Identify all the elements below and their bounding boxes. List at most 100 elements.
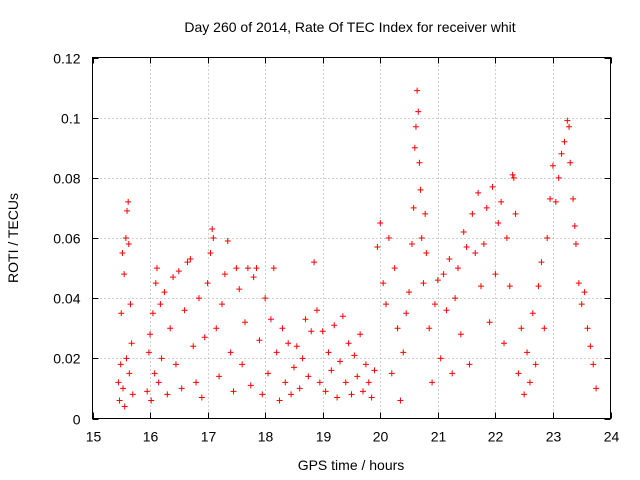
data-point: [144, 388, 151, 395]
data-point: [475, 189, 482, 196]
data-point: [125, 241, 132, 248]
data-point: [506, 283, 513, 290]
data-point: [115, 379, 122, 386]
data-point: [126, 370, 133, 377]
data-point: [348, 391, 355, 398]
data-point: [336, 358, 343, 365]
data-point: [128, 340, 135, 347]
data-point: [209, 225, 216, 232]
data-point: [167, 325, 174, 332]
data-point: [483, 204, 490, 211]
data-point: [515, 370, 522, 377]
data-point: [153, 265, 160, 272]
data-point: [184, 259, 191, 266]
data-point: [512, 210, 519, 217]
data-point: [178, 385, 185, 392]
data-point: [204, 280, 211, 287]
data-point: [124, 207, 131, 214]
data-point: [227, 349, 234, 356]
data-point: [416, 159, 423, 166]
y-tick-label: 0.08: [53, 171, 80, 187]
data-point: [262, 295, 269, 302]
data-point: [535, 283, 542, 290]
data-point: [175, 268, 182, 275]
data-point: [125, 198, 132, 205]
data-point: [195, 295, 202, 302]
data-point: [572, 241, 579, 248]
data-point: [380, 280, 387, 287]
data-point: [575, 280, 582, 287]
data-point: [360, 388, 367, 395]
data-point: [492, 271, 499, 278]
data-point: [558, 150, 565, 157]
data-point: [354, 373, 361, 380]
data-point: [478, 283, 484, 290]
data-point: [157, 301, 164, 308]
data-point: [489, 183, 496, 190]
data-point: [544, 235, 551, 241]
data-point: [377, 219, 384, 226]
data-point: [116, 397, 123, 404]
x-tick-label: 15: [86, 429, 102, 445]
data-point: [170, 274, 177, 281]
data-point: [362, 361, 369, 368]
data-point: [253, 265, 260, 272]
data-point: [282, 379, 289, 386]
data-point: [230, 388, 237, 395]
data-point: [290, 364, 297, 371]
data-point: [145, 349, 152, 356]
data-point: [501, 340, 508, 347]
data-point: [201, 334, 208, 341]
y-tick-label: 0.02: [53, 351, 80, 367]
data-point: [322, 388, 329, 395]
data-point: [117, 361, 124, 368]
data-point: [155, 379, 162, 386]
data-point: [123, 355, 130, 362]
data-point: [440, 271, 447, 278]
data-point: [541, 325, 548, 332]
data-point: [151, 370, 158, 377]
data-point: [581, 289, 588, 296]
data-point: [224, 238, 231, 245]
data-point: [460, 228, 467, 235]
data-point: [319, 328, 326, 335]
x-tick-label: 22: [488, 429, 504, 445]
data-point: [526, 379, 533, 386]
data-point: [406, 289, 413, 296]
data-point: [408, 241, 415, 248]
data-point: [495, 219, 502, 226]
x-tick-label: 23: [546, 429, 562, 445]
data-point: [518, 325, 525, 332]
data-point: [472, 250, 479, 257]
data-point: [265, 370, 272, 377]
data-point: [216, 373, 223, 380]
data-point: [555, 174, 562, 181]
data-point: [311, 259, 318, 266]
data-point: [210, 235, 217, 241]
data-point: [270, 265, 277, 272]
data-point: [219, 301, 225, 308]
data-point: [296, 385, 303, 392]
data-point: [213, 325, 220, 332]
data-point: [400, 349, 407, 356]
data-point: [391, 265, 398, 272]
data-point: [273, 349, 280, 356]
data-point: [417, 186, 424, 193]
x-tick-label: 18: [258, 429, 274, 445]
data-point: [121, 403, 128, 410]
data-point: [552, 198, 559, 205]
data-point: [279, 325, 286, 332]
data-point: [121, 271, 128, 278]
x-tick-label: 19: [316, 429, 332, 445]
data-point: [267, 316, 274, 323]
data-point: [351, 352, 358, 359]
data-point: [547, 195, 554, 202]
data-point: [247, 382, 254, 389]
data-point: [119, 250, 126, 257]
data-point: [410, 204, 417, 211]
data-point: [480, 241, 487, 248]
data-point: [148, 397, 155, 404]
data-point: [411, 144, 418, 151]
data-point: [486, 319, 493, 326]
y-tick-label: 0: [73, 412, 81, 428]
